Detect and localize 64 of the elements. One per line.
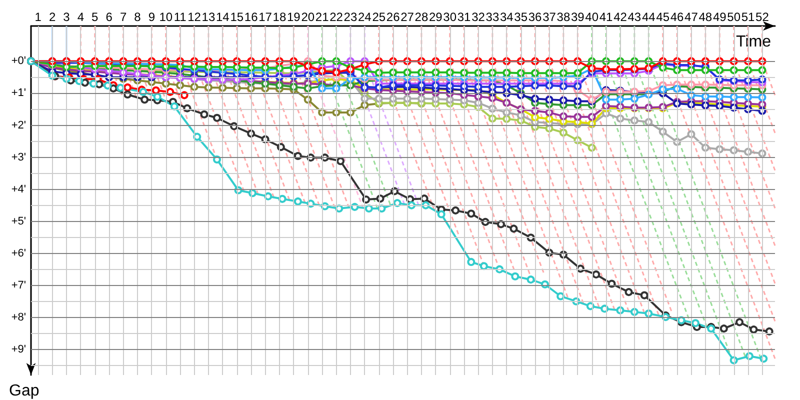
x-tick-label: 8 — [134, 10, 142, 24]
y-tick-label: +4' — [11, 183, 26, 196]
x-tick-label: 34 — [500, 10, 514, 24]
x-tick-label: 5 — [92, 10, 99, 24]
x-tick-label: 50 — [727, 10, 741, 24]
x-tick-label: 47 — [684, 10, 698, 24]
y-axis-title: Gap — [9, 382, 40, 400]
x-tick-label: 17 — [258, 10, 272, 24]
x-tick-label: 28 — [414, 10, 428, 24]
y-tick-label: +2' — [11, 119, 26, 132]
y-tick-label: +7' — [11, 279, 26, 292]
x-tick-label: 22 — [330, 10, 344, 24]
y-tick-label: +5' — [11, 215, 26, 228]
x-tick-label: 12 — [188, 10, 202, 24]
x-tick-label: 15 — [230, 10, 244, 24]
x-tick-label: 37 — [542, 10, 556, 24]
x-tick-label: 43 — [628, 10, 642, 24]
x-tick-label: 32 — [472, 10, 486, 24]
x-tick-label: 11 — [174, 10, 187, 24]
x-tick-label: 49 — [712, 10, 727, 24]
x-tick-label: 7 — [120, 10, 127, 24]
y-tick-label: +1' — [11, 87, 26, 100]
x-tick-label: 14 — [216, 10, 230, 24]
x-tick-label: 46 — [670, 10, 684, 24]
x-tick-label: 38 — [556, 10, 570, 24]
x-tick-label: 26 — [386, 10, 400, 24]
x-tick-label: 10 — [159, 10, 173, 24]
x-tick-label: 9 — [148, 10, 156, 24]
x-tick-label: 48 — [698, 10, 712, 24]
x-tick-label: 51 — [741, 10, 756, 24]
y-tick-label: +3' — [11, 151, 26, 164]
x-tick-label: 4 — [77, 10, 84, 24]
x-tick-label: 16 — [244, 10, 258, 24]
x-tick-label: 6 — [106, 10, 113, 24]
y-tick-label: +6' — [11, 247, 26, 260]
x-tick-label: 40 — [585, 10, 599, 24]
x-tick-label: 35 — [514, 10, 528, 24]
x-tick-label: 41 — [599, 10, 614, 24]
x-tick-label: 33 — [486, 10, 500, 24]
x-axis-title: Time — [736, 34, 772, 50]
x-tick-label: 52 — [756, 10, 770, 24]
x-tick-label: 36 — [528, 10, 542, 24]
y-tick-label: +8' — [11, 311, 26, 324]
x-tick-label: 45 — [656, 10, 670, 24]
y-tick-label: +9' — [11, 343, 26, 356]
x-tick-label: 31 — [457, 10, 472, 24]
x-tick-label: 29 — [428, 10, 443, 24]
x-tick-label: 1 — [34, 10, 42, 24]
x-tick-label: 18 — [272, 10, 286, 24]
x-tick-label: 30 — [443, 10, 457, 24]
x-tick-label: 19 — [286, 10, 301, 24]
x-tick-label: 39 — [570, 10, 585, 24]
x-tick-label: 2 — [48, 10, 56, 24]
x-tick-label: 27 — [400, 10, 414, 24]
x-tick-label: 42 — [614, 10, 628, 24]
x-tick-label: 44 — [642, 10, 656, 24]
x-tick-label: 20 — [301, 10, 315, 24]
x-tick-label: 24 — [358, 10, 372, 24]
x-tick-label: 23 — [344, 10, 358, 24]
x-tick-label: 3 — [63, 10, 70, 24]
x-tick-label: 13 — [202, 10, 216, 24]
x-tick-label: 21 — [315, 10, 330, 24]
y-tick-label: +0' — [11, 55, 26, 68]
x-tick-label: 25 — [372, 10, 386, 24]
